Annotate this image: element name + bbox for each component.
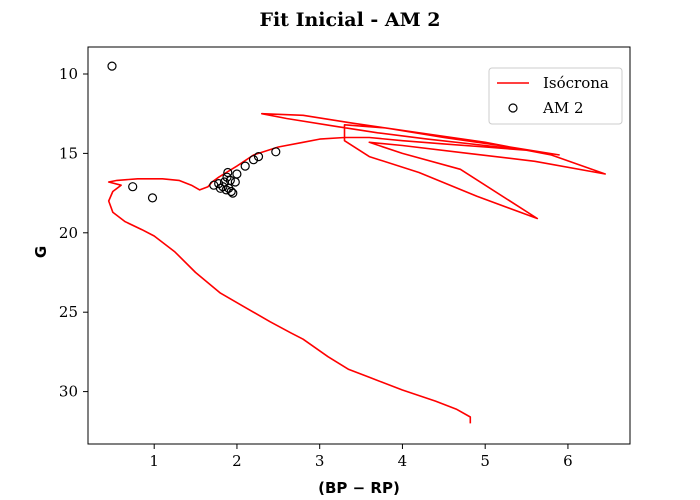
star-point: [226, 186, 236, 197]
star-point: [222, 172, 232, 182]
x-tick-label: 3: [315, 452, 325, 470]
star-point: [223, 167, 233, 178]
star-point: [128, 182, 138, 192]
x-tick-label: 5: [480, 452, 490, 470]
x-tick-label: 1: [149, 452, 159, 470]
y-tick-label: 25: [59, 303, 78, 321]
star-point: [218, 182, 228, 192]
star-point: [228, 188, 238, 198]
star-point: [240, 161, 250, 171]
y-tick-label: 10: [59, 65, 78, 83]
plot-area: 1 2 3 4 5 6 10 15 20 25 30: [59, 46, 631, 470]
chart-title: Fit Inicial - AM 2: [259, 9, 440, 31]
star-point: [107, 61, 117, 71]
star-point: [230, 177, 240, 187]
star-point: [232, 169, 242, 179]
x-tick-label: 2: [232, 452, 242, 470]
y-axis-label: G: [32, 246, 50, 258]
legend-entry-label: AM 2: [542, 99, 584, 117]
legend-marker-swatch: [508, 103, 518, 113]
y-tick-label: 30: [59, 383, 78, 401]
star-point: [225, 175, 235, 185]
star-point: [248, 155, 259, 165]
legend-box: [488, 67, 623, 125]
y-tick-label: 20: [59, 224, 78, 242]
x-axis-label: (BP − RP): [318, 479, 400, 497]
legend: Isócrona AM 2: [488, 67, 623, 125]
star-point: [271, 147, 281, 157]
star-point: [147, 193, 158, 203]
x-tick-label: 4: [398, 452, 408, 470]
legend-entry-label: Isócrona: [543, 74, 609, 92]
star-point: [253, 152, 264, 162]
x-tick-label: 6: [563, 452, 573, 470]
plot-frame: [87, 46, 631, 445]
y-tick-label: 15: [59, 144, 78, 162]
isochrone-line: [107, 112, 606, 424]
